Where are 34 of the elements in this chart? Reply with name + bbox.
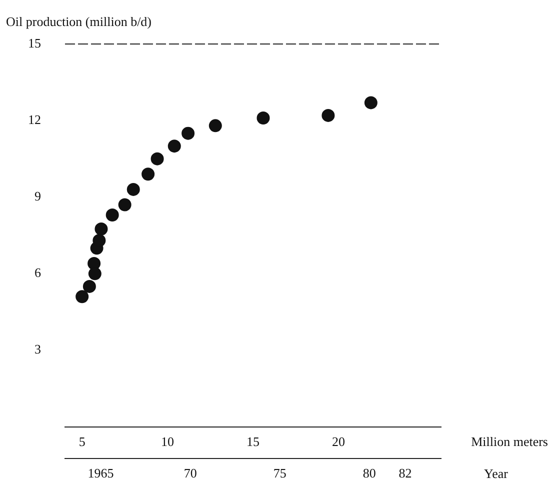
point — [92, 234, 106, 248]
x2-tick-label: 80 — [362, 466, 376, 481]
point — [126, 182, 140, 196]
x2-tick-label: 75 — [273, 466, 286, 481]
y-tick-label: 3 — [34, 342, 41, 357]
point — [256, 112, 270, 125]
x2-tick-label: 70 — [184, 466, 197, 481]
point — [94, 222, 108, 236]
y-tick-label: 6 — [34, 265, 42, 280]
point — [82, 280, 96, 293]
point — [106, 208, 119, 222]
x-axis-title: Million meters — [471, 434, 548, 450]
x-tick-label: 5 — [78, 434, 86, 450]
point — [88, 267, 102, 280]
point — [322, 108, 335, 122]
y-axis-title: Oil production (million b/d) — [6, 14, 152, 29]
y-tick-label: 9 — [34, 188, 41, 204]
x-tick-label: 20 — [332, 434, 345, 450]
x2-tick-label: 82 — [398, 466, 412, 481]
point — [88, 256, 101, 270]
point — [182, 126, 195, 140]
x2-tick-label: 1965 — [88, 466, 114, 481]
y-tick-label: 15 — [28, 35, 41, 50]
x-tick-label: 15 — [246, 434, 260, 450]
point — [142, 168, 155, 181]
point — [364, 96, 378, 110]
point — [168, 140, 181, 153]
point — [208, 119, 222, 132]
y-tick-label: 12 — [28, 112, 41, 127]
x-tick-label: 10 — [161, 434, 174, 450]
x2-axis-title: Year — [484, 466, 509, 481]
point — [150, 152, 164, 166]
point — [76, 290, 89, 304]
point — [118, 198, 132, 212]
